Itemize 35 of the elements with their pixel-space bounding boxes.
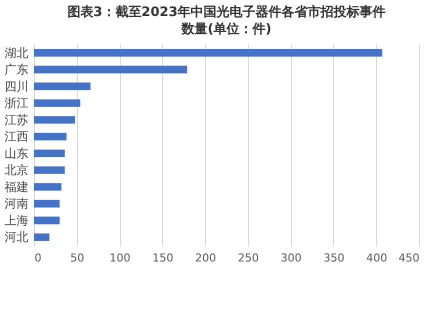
- bar: [34, 116, 76, 124]
- y-tick-label: 浙江: [4, 96, 28, 110]
- x-tick-label: 300: [280, 252, 302, 264]
- bar: [34, 166, 65, 174]
- y-tick-label: 福建: [4, 180, 28, 194]
- bar: [34, 200, 60, 208]
- chart-title: 图表3：截至2023年中国光电子器件各省市招投标事件数量(单位：件): [67, 4, 386, 37]
- y-tick-label: 江苏: [4, 112, 28, 127]
- y-tick-label: 山东: [4, 146, 28, 160]
- y-tick-label: 河北: [4, 230, 28, 244]
- x-tick-label: 350: [323, 252, 344, 264]
- x-tick-label: 150: [152, 252, 174, 264]
- y-tick-label: 四川: [4, 79, 28, 94]
- bar: [34, 216, 60, 224]
- x-tick-label: 200: [195, 252, 216, 264]
- bar: [34, 99, 80, 107]
- x-tick-label: 50: [70, 252, 84, 264]
- bar: [34, 233, 50, 241]
- y-tick-label: 北京: [4, 163, 28, 178]
- bar: [34, 132, 67, 140]
- x-tick-label: 400: [366, 252, 388, 264]
- bar: [34, 49, 382, 57]
- bar: [34, 82, 90, 90]
- x-tick-label: 0: [34, 252, 42, 264]
- x-tick-label: 250: [238, 252, 259, 264]
- y-tick-label: 上海: [4, 213, 28, 228]
- x-tick-label: 100: [110, 252, 131, 264]
- y-tick-label: 江西: [4, 130, 28, 144]
- y-tick-label: 湖北: [4, 46, 28, 60]
- x-tick-label: 450: [398, 252, 420, 264]
- y-tick-label: 广东: [4, 62, 28, 77]
- y-tick-label: 河南: [4, 196, 28, 211]
- bar: [34, 183, 62, 191]
- bar: [34, 150, 65, 158]
- bar: [34, 66, 188, 74]
